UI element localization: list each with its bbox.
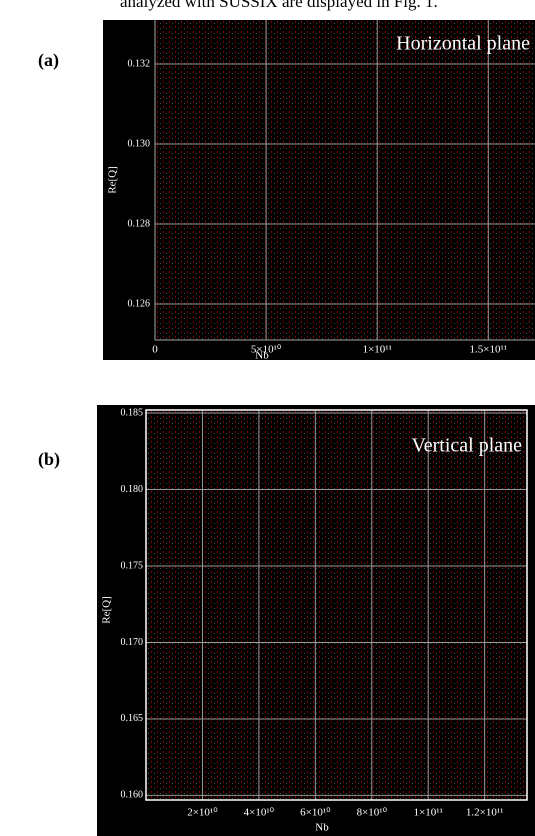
y-tick-label: 0.132 — [128, 58, 151, 69]
x-tick-label: 0 — [152, 344, 158, 356]
x-tick-label: 2×10¹⁰ — [187, 807, 218, 819]
y-tick-label: 0.185 — [121, 407, 144, 418]
x-tick-label: 1.2×10¹¹ — [466, 807, 504, 819]
y-tick-label: 0.180 — [121, 484, 144, 495]
y-tick-label: 0.126 — [128, 298, 151, 309]
x-tick-label: 4×10¹⁰ — [244, 807, 275, 819]
y-tick-label: 0.165 — [121, 713, 144, 724]
y-tick-label: 0.130 — [128, 138, 151, 149]
annotation: Horizontal plane — [396, 33, 530, 55]
x-tick-label: 1.5×10¹¹ — [470, 344, 508, 356]
y-axis-label: Re[Q] — [107, 166, 119, 194]
x-tick-label: 1×10¹¹ — [363, 344, 392, 356]
x-axis-label: Nb — [255, 350, 269, 362]
panel-label: (a) — [38, 50, 59, 71]
x-tick-label: 1×10¹¹ — [414, 807, 443, 819]
x-tick-label: 5×10¹⁰ — [251, 344, 282, 356]
plot-frame — [145, 409, 528, 801]
annotation: Vertical plane — [412, 435, 523, 457]
x-axis-label: Nb — [315, 822, 329, 834]
y-tick-label: 0.160 — [121, 790, 144, 801]
header-text: analyzed with SUSSIX are displayed in Fi… — [120, 0, 438, 11]
y-axis-label: Re[Q] — [101, 596, 113, 624]
density-texture — [146, 410, 527, 800]
density-texture — [155, 20, 535, 340]
y-tick-label: 0.175 — [121, 560, 144, 571]
y-tick-label: 0.170 — [121, 637, 144, 648]
x-tick-label: 8×10¹⁰ — [357, 807, 388, 819]
x-tick-label: 6×10¹⁰ — [300, 807, 331, 819]
y-tick-label: 0.128 — [128, 218, 151, 229]
panel-label: (b) — [38, 449, 60, 470]
